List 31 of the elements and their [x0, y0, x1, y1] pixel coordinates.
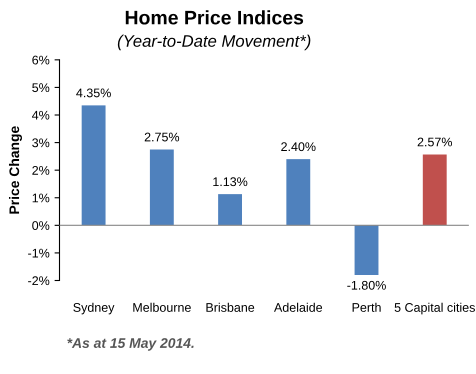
x-tick-label: Brisbane: [206, 302, 254, 312]
x-tick-label: Melbourne: [133, 302, 191, 312]
y-tick-label: -2%: [28, 276, 50, 286]
data-label: 2.40%: [281, 142, 316, 152]
x-tick-label: Perth: [352, 302, 381, 312]
x-tick-label: 5 Capital cities: [394, 302, 475, 314]
y-tick-label: 4%: [32, 110, 50, 120]
data-label: 2.75%: [144, 132, 180, 142]
chart-title: Home Price Indices: [126, 10, 304, 24]
data-label: 1.13%: [213, 177, 248, 186]
data-label: 2.57%: [418, 138, 452, 146]
bar: [150, 149, 174, 226]
bar: [218, 194, 242, 226]
y-tick-label: 1%: [32, 194, 50, 202]
y-tick-label: 6%: [32, 56, 50, 64]
bar: [422, 154, 447, 226]
data-label: 4.35%: [76, 88, 111, 98]
bar: [286, 159, 310, 226]
bar: [354, 225, 378, 275]
y-tick-label: 2%: [32, 166, 50, 175]
x-tick-label: Sydney: [73, 302, 114, 314]
y-tick-label: -1%: [28, 248, 50, 258]
text: *As at 15 May 2014.: [67, 338, 194, 351]
y-tick-label: 0%: [32, 221, 50, 230]
x-tick-label: Adelaide: [274, 302, 322, 312]
y-tick-label: 3%: [32, 138, 50, 148]
y-axis-title: Price Change: [8, 126, 22, 214]
chart-subtitle: (Year-to-Date Movement*): [118, 34, 310, 50]
data-label: -1.80%: [347, 280, 386, 290]
bar: [82, 105, 106, 226]
y-tick-label: 5%: [32, 83, 50, 92]
